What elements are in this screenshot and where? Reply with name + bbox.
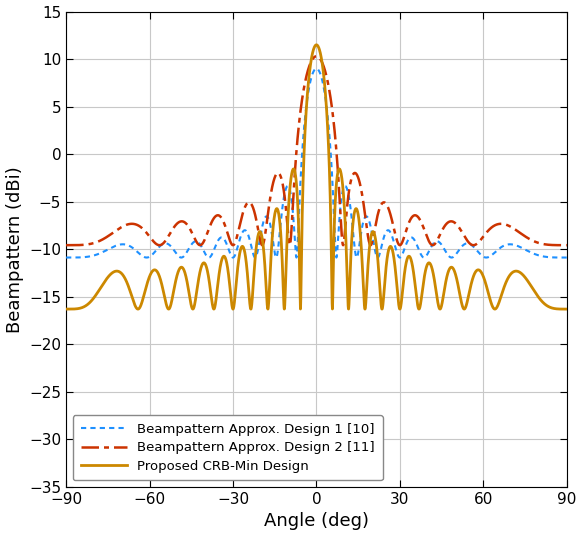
Beampattern Approx. Design 2 [11] [563,242,570,248]
Beampattern Approx. Design 1 [10] [63,254,70,260]
Beampattern Approx. Design 1 [10] [449,254,456,260]
Proposed CRB-Min Design [94,289,101,295]
Proposed CRB-Min Design [449,265,456,271]
Proposed CRB-Min Design [218,257,225,263]
Beampattern Approx. Design 2 [11] [122,222,129,228]
Line: Beampattern Approx. Design 2 [11]: Beampattern Approx. Design 2 [11] [66,56,567,245]
Beampattern Approx. Design 2 [11] [313,53,320,59]
Beampattern Approx. Design 1 [10] [409,234,416,241]
Beampattern Approx. Design 1 [10] [122,241,129,248]
Proposed CRB-Min Design [122,277,129,283]
Beampattern Approx. Design 1 [10] [123,242,130,248]
Proposed CRB-Min Design [123,278,130,284]
Beampattern Approx. Design 1 [10] [94,251,101,257]
X-axis label: Angle (deg): Angle (deg) [264,512,369,531]
Legend: Beampattern Approx. Design 1 [10], Beampattern Approx. Design 2 [11], Proposed C: Beampattern Approx. Design 1 [10], Beamp… [73,415,383,480]
Beampattern Approx. Design 2 [11] [409,214,416,220]
Y-axis label: Beampattern (dBi): Beampattern (dBi) [6,166,23,333]
Beampattern Approx. Design 2 [11] [94,239,101,245]
Beampattern Approx. Design 2 [11] [218,215,225,221]
Beampattern Approx. Design 1 [10] [218,234,225,241]
Line: Proposed CRB-Min Design: Proposed CRB-Min Design [66,45,567,309]
Proposed CRB-Min Design [563,306,570,312]
Beampattern Approx. Design 1 [10] [313,65,320,72]
Proposed CRB-Min Design [63,306,70,312]
Beampattern Approx. Design 2 [11] [449,219,456,225]
Proposed CRB-Min Design [313,42,320,48]
Beampattern Approx. Design 1 [10] [563,254,570,260]
Beampattern Approx. Design 2 [11] [123,221,130,228]
Beampattern Approx. Design 2 [11] [63,242,70,248]
Proposed CRB-Min Design [409,260,416,267]
Line: Beampattern Approx. Design 1 [10]: Beampattern Approx. Design 1 [10] [66,69,567,257]
